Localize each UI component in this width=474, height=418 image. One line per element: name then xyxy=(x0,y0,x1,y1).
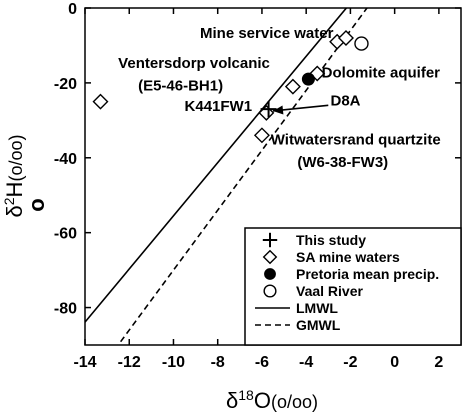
annotation-label: Ventersdorp volcanic xyxy=(118,55,270,72)
y-tick-label: -40 xyxy=(54,151,77,168)
y-tick-label: -80 xyxy=(54,301,77,318)
x-tick-label: -8 xyxy=(211,354,225,371)
annotation-label: K441FW1 xyxy=(185,98,253,115)
legend-label: LMWL xyxy=(296,300,338,316)
legend-label: Vaal River xyxy=(296,283,363,299)
data-point-open-circle xyxy=(354,36,369,51)
x-tick-label: -6 xyxy=(255,354,269,371)
legend-label: Pretoria mean precip. xyxy=(296,266,439,282)
x-axis-label: δ18O(o/oo) xyxy=(226,387,318,413)
y-axis-label-unit: (o/oo) xyxy=(6,135,26,182)
data-point-diamond xyxy=(253,127,270,144)
y-tick-label: -20 xyxy=(54,76,77,93)
annotation-label: (E5-46-BH1) xyxy=(138,77,223,94)
x-tick-label: -12 xyxy=(118,354,141,371)
y-axis-label-sup: 2 xyxy=(1,197,17,205)
x-axis-label-base: O xyxy=(254,388,271,413)
legend-label: GMWL xyxy=(296,317,341,333)
x-axis-label-delta: δ xyxy=(226,388,238,413)
data-point-filled-circle xyxy=(301,72,315,86)
data-point-plus xyxy=(260,101,277,118)
annotation-label: (W6-38-FW3) xyxy=(297,154,388,171)
y-axis-label: δ2H(o/oo) xyxy=(1,135,27,218)
x-tick-label: -14 xyxy=(73,354,96,371)
x-tick-label: 2 xyxy=(434,354,443,371)
annotation-label: D8A xyxy=(331,92,361,109)
data-point-diamond xyxy=(337,29,354,46)
legend-marker-open-circle xyxy=(263,284,277,298)
data-point-diamond xyxy=(92,93,109,110)
data-point-diamond xyxy=(284,78,301,95)
x-tick-label: 0 xyxy=(390,354,399,371)
legend-marker-filled-circle xyxy=(264,268,276,280)
legend-marker-diamond xyxy=(262,249,278,265)
y-axis-label-delta: δ xyxy=(2,205,27,217)
y-tick-label: -60 xyxy=(54,226,77,243)
x-axis-label-sup: 18 xyxy=(238,387,254,403)
annotation-label: Dolomite aquifer xyxy=(322,64,441,81)
x-axis-label-unit: (o/oo) xyxy=(271,392,318,412)
legend-label: This study xyxy=(296,232,366,248)
series-line-lmwl xyxy=(85,8,348,323)
annotation-label: Mine service water xyxy=(200,25,334,42)
annotation-label: Witwatersrand quartzite xyxy=(271,132,441,149)
x-tick-label: -4 xyxy=(299,354,313,371)
y-axis-label-base: H xyxy=(2,182,27,198)
annotation-arrow-head xyxy=(273,105,284,115)
y-tick-label: 0 xyxy=(68,1,77,18)
x-tick-label: -2 xyxy=(343,354,357,371)
series-line-gmwl xyxy=(117,8,368,345)
y-axis-label-extra: o xyxy=(24,198,49,211)
legend-marker-plus xyxy=(262,232,278,248)
x-tick-label: -10 xyxy=(162,354,185,371)
legend-label: SA mine waters xyxy=(296,249,400,265)
